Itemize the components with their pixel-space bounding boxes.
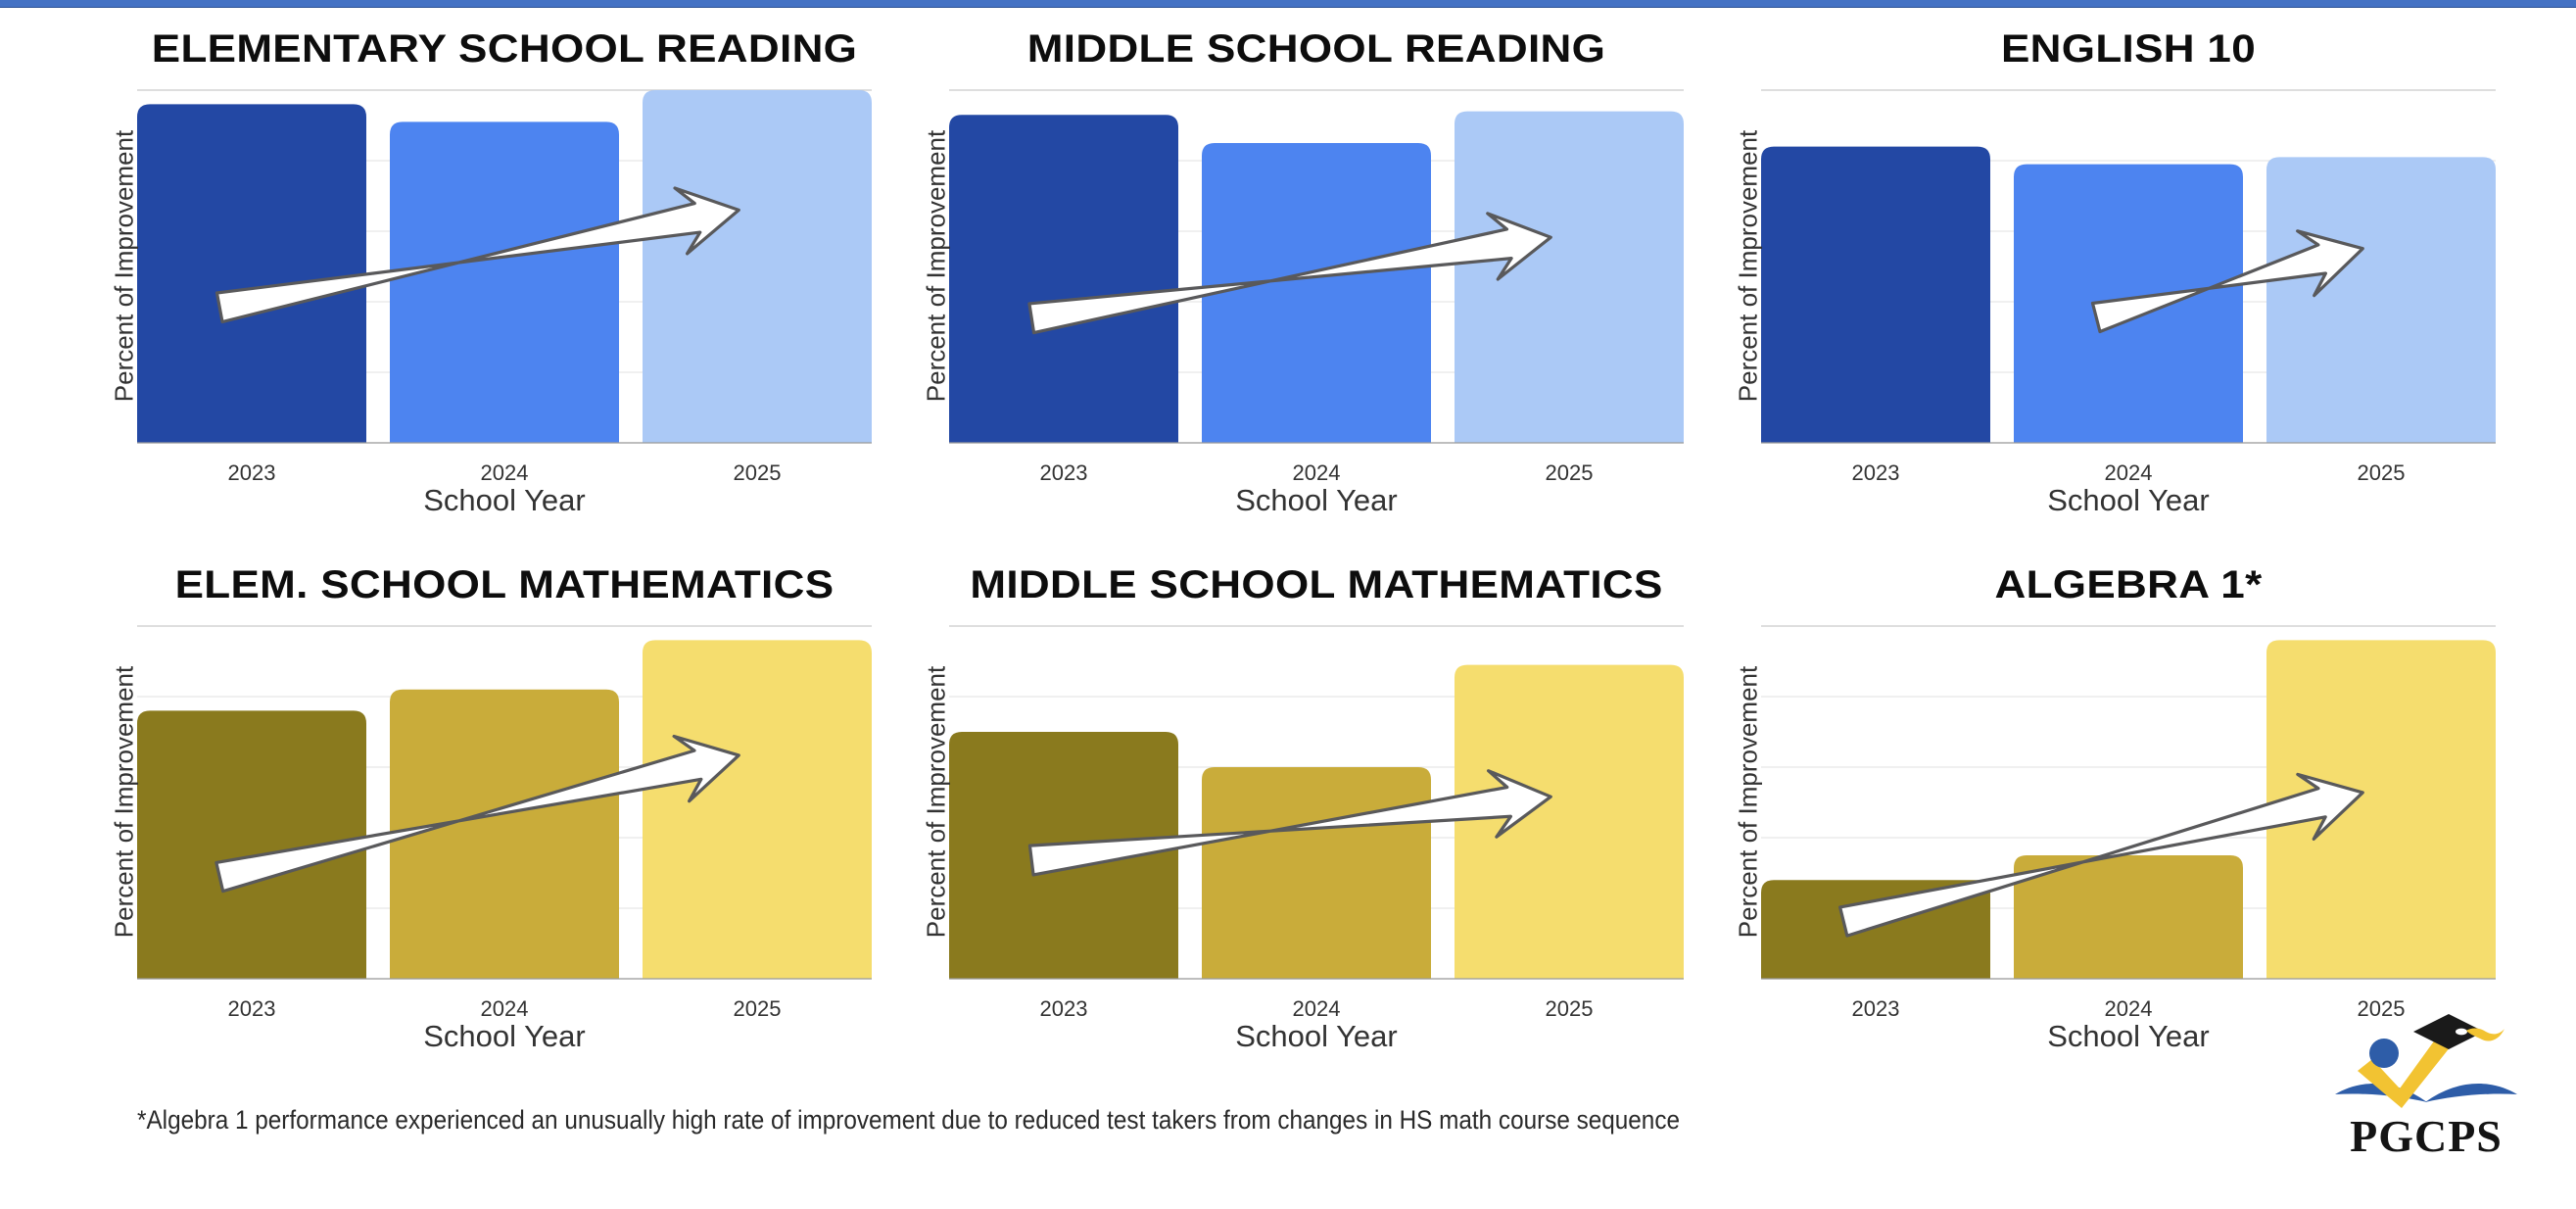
svg-text:2023: 2023 xyxy=(228,996,276,1021)
svg-text:2023: 2023 xyxy=(1040,460,1088,485)
svg-text:2025: 2025 xyxy=(1546,996,1594,1021)
svg-text:2023: 2023 xyxy=(1040,996,1088,1021)
svg-text:2024: 2024 xyxy=(2105,996,2153,1021)
svg-text:2023: 2023 xyxy=(1852,460,1900,485)
svg-text:2025: 2025 xyxy=(1546,460,1594,485)
svg-text:2025: 2025 xyxy=(734,460,782,485)
svg-text:2025: 2025 xyxy=(2358,460,2406,485)
svg-text:2024: 2024 xyxy=(481,460,529,485)
svg-text:PGCPS: PGCPS xyxy=(2350,1111,2503,1161)
svg-text:2024: 2024 xyxy=(1293,460,1341,485)
svg-text:2024: 2024 xyxy=(481,996,529,1021)
svg-text:2023: 2023 xyxy=(228,460,276,485)
svg-text:2024: 2024 xyxy=(1293,996,1341,1021)
svg-text:2023: 2023 xyxy=(1852,996,1900,1021)
svg-text:2025: 2025 xyxy=(734,996,782,1021)
svg-text:2024: 2024 xyxy=(2105,460,2153,485)
